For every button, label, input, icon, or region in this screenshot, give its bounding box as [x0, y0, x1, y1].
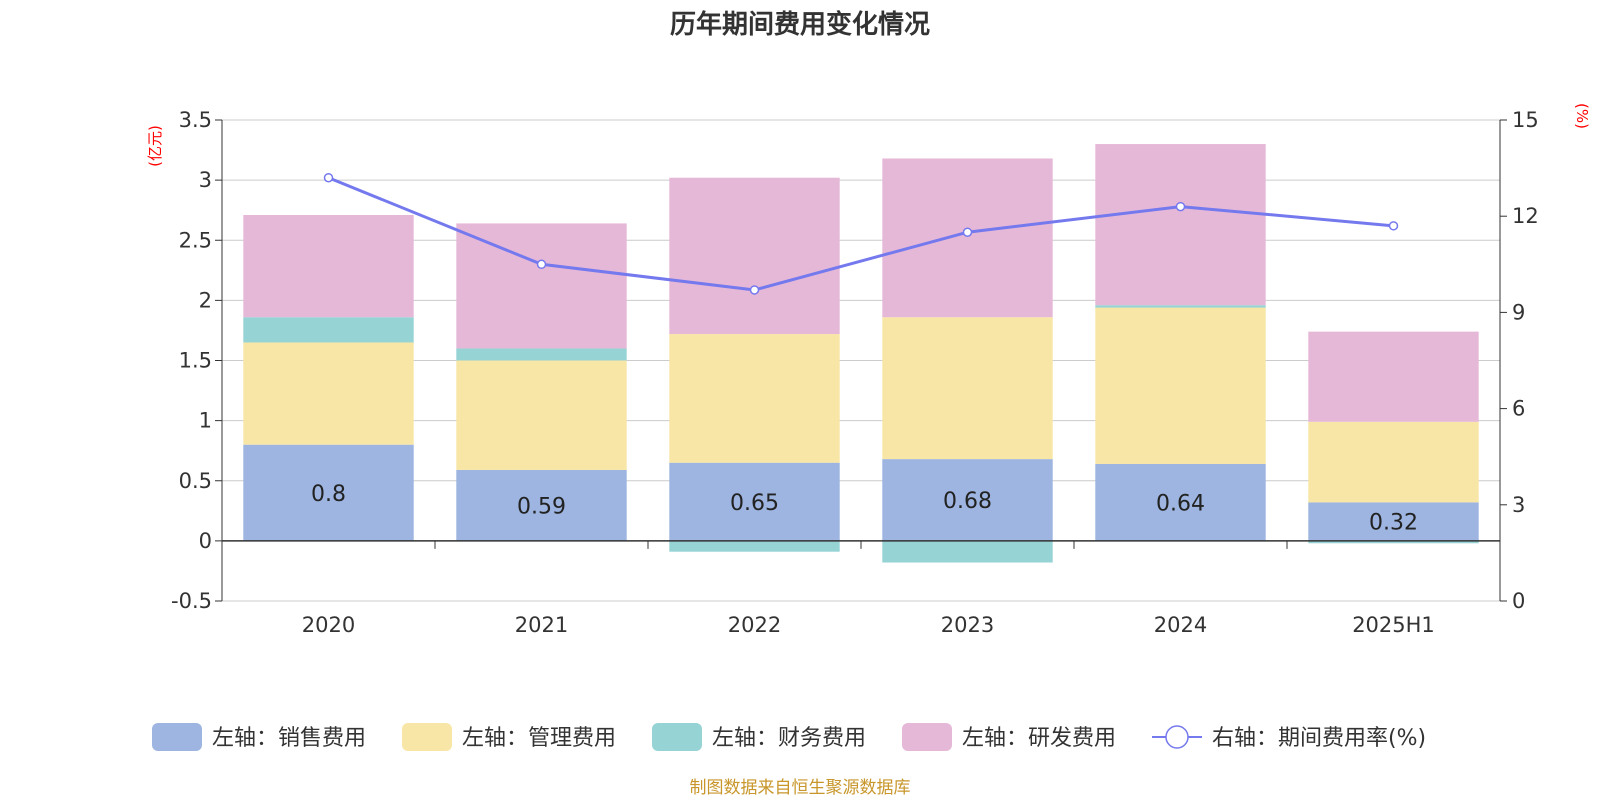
legend-swatch: [652, 723, 702, 751]
bar-segment: [669, 462, 840, 541]
left-axis-tick-label: 3: [199, 168, 212, 192]
bar-segment: [1308, 421, 1479, 503]
legend-label: 左轴：销售费用: [212, 726, 366, 751]
data-label: 0.59: [517, 494, 566, 519]
x-axis-tick-label: 2025H1: [1352, 613, 1435, 637]
right-axis-tick-label: 6: [1512, 397, 1525, 421]
bar-segment: [882, 540, 1053, 563]
bar-segment: [669, 177, 840, 335]
x-axis-tick-label: 2020: [302, 613, 355, 637]
right-axis-tick-label: 9: [1512, 300, 1525, 324]
rate-line: [323, 172, 1399, 295]
x-axis-tick-label: 2022: [728, 613, 781, 637]
legend-swatch: [902, 723, 952, 751]
legend-label: 右轴：期间费用率(%): [1212, 726, 1426, 751]
left-axis-unit: (亿元): [146, 125, 164, 167]
right-axis-unit: (%): [1573, 103, 1591, 129]
bar-segment: [882, 459, 1053, 541]
data-label: 0.65: [730, 491, 779, 516]
bar-segment: [1095, 307, 1266, 464]
x-axis-tick-label: 2024: [1154, 613, 1207, 637]
legend-label: 左轴：财务费用: [712, 726, 866, 751]
data-label: 0.64: [1156, 491, 1205, 516]
bar-segment: [456, 348, 627, 361]
bar-segment: [882, 158, 1053, 318]
bar-segment: [1308, 331, 1479, 422]
left-axis-tick-label: 2.5: [179, 228, 212, 252]
bar-segment: [243, 317, 414, 343]
left-axis-tick-label: 2: [199, 288, 212, 312]
data-labels: 0.8 0.59 0.65 0.68 0.64 0.32: [311, 482, 1418, 536]
bar-segment: [243, 444, 414, 541]
legend-swatch: [402, 723, 452, 751]
axes: -0.5 0 0.5 1 1.5 2 2.5 3 3.5 0 3 6 9 12 15 2020 2021 2022…: [171, 108, 1539, 637]
bar-segment: [1308, 540, 1479, 544]
legend-label: 左轴：研发费用: [962, 726, 1116, 751]
data-label: 0.68: [943, 489, 992, 514]
right-axis-tick-label: 12: [1512, 204, 1539, 228]
bar-segment: [243, 342, 414, 445]
left-axis-tick-label: -0.5: [171, 589, 212, 613]
bar-segment: [1095, 305, 1266, 308]
left-axis-tick-label: 0: [199, 529, 212, 553]
bar-segment: [1095, 463, 1266, 541]
left-axis-tick-label: 1: [199, 409, 212, 433]
bar-segment: [456, 360, 627, 470]
right-axis-tick-label: 0: [1512, 589, 1525, 613]
legend-label: 左轴：管理费用: [462, 726, 616, 751]
rate-point: [536, 259, 547, 270]
rate-line-path: [327, 176, 1394, 292]
legend-swatch: [152, 723, 202, 751]
rate-point: [962, 227, 973, 237]
right-axis-tick-label: 3: [1512, 493, 1525, 517]
rate-point: [323, 172, 334, 183]
bar-segment: [1308, 502, 1479, 541]
data-label: 0.8: [311, 482, 346, 507]
legend-marker: [1165, 725, 1189, 749]
bar-segment: [1095, 144, 1266, 306]
bar-segment: [456, 469, 627, 541]
bar-segment: [882, 317, 1053, 460]
x-axis-tick-label: 2021: [515, 613, 568, 637]
rate-point: [1388, 221, 1399, 231]
bar-segment: [243, 214, 414, 318]
right-axis-tick-label: 15: [1512, 108, 1539, 132]
bars: [243, 144, 1479, 563]
bar-segment: [669, 334, 840, 463]
left-axis-tick-label: 0.5: [179, 469, 212, 493]
chart-title: 历年期间费用变化情况: [670, 9, 930, 40]
left-axis-tick-label: 3.5: [179, 108, 212, 132]
left-axis-tick-label: 1.5: [179, 349, 212, 373]
bar-segment: [669, 540, 840, 552]
rate-point: [749, 285, 760, 295]
legend: 左轴：销售费用 左轴：管理费用 左轴：财务费用 左轴：研发费用 右轴：期间费用率(%): [152, 723, 1426, 751]
x-axis-tick-label: 2023: [941, 613, 994, 637]
source-note: 制图数据来自恒生聚源数据库: [690, 778, 911, 798]
rate-point: [1175, 201, 1186, 212]
bar-segment: [456, 223, 627, 349]
data-label: 0.32: [1369, 511, 1418, 536]
